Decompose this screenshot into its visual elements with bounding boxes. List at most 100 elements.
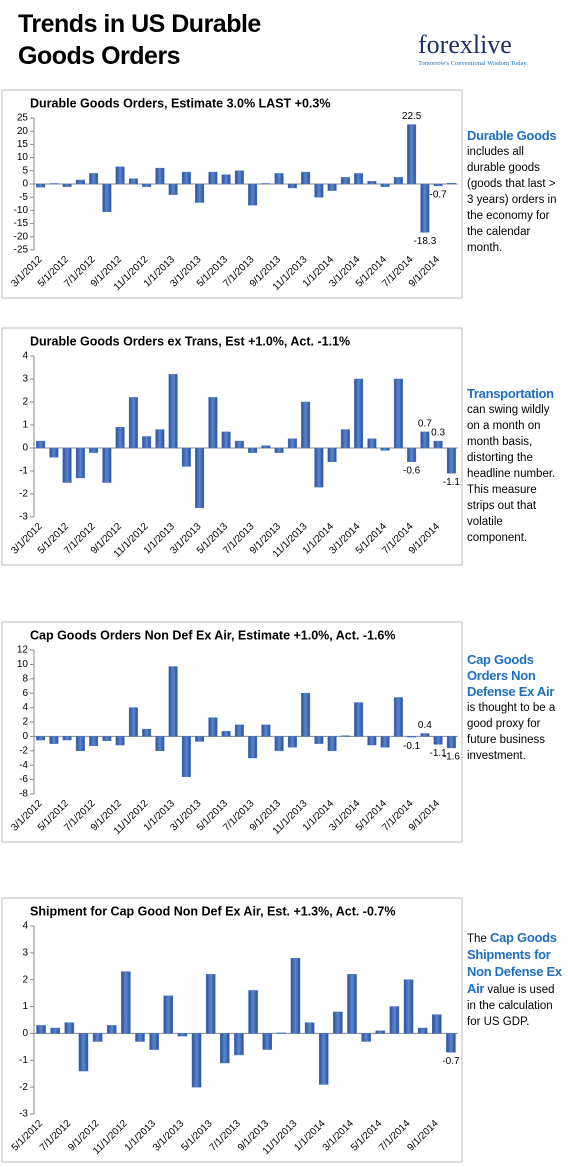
bar [234,170,244,185]
bar [287,438,297,449]
bar [64,1022,75,1034]
bar [115,736,125,746]
note-body: is thought to be a good proxy for future… [467,702,556,762]
bar [261,724,271,737]
y-tick-label: -20 [14,231,29,242]
value-label: 22.5 [402,111,422,122]
bar [168,666,178,737]
y-tick-label: -15 [14,218,29,229]
y-tick-label: 2 [22,974,28,985]
y-tick-label: -2 [19,1082,28,1093]
y-tick-label: -1 [19,466,28,477]
bar [89,173,99,185]
bar [191,1033,202,1088]
y-tick-label: 10 [17,659,29,670]
bar [78,1033,89,1072]
bar [287,183,297,189]
bar [380,447,390,451]
bar [181,447,191,467]
bar [407,124,417,185]
bar [208,397,218,449]
bar [75,736,85,752]
chart-title: Durable Goods Orders, Estimate 3.0% LAST… [30,96,330,110]
value-label: -1.1 [430,748,448,759]
bar [327,447,337,463]
bar [314,736,324,744]
bar [380,183,390,187]
bar [177,1033,188,1037]
y-tick-label: 1 [22,1001,28,1012]
y-tick-label: 0 [22,179,28,190]
y-tick-label: -1 [19,1055,28,1066]
y-tick-label: -4 [19,760,28,771]
bar [163,995,174,1034]
bar [393,177,403,185]
bar [89,447,99,453]
bar [287,736,297,748]
bar [208,171,218,185]
bar [380,736,390,748]
y-tick-label: -8 [19,789,28,800]
value-label: 0.3 [431,428,445,439]
y-tick-label: -2 [19,745,28,756]
bar [327,736,337,752]
y-tick-label: 0 [22,731,28,742]
y-tick-label: 2 [22,717,28,728]
bar [327,183,337,191]
bar [221,431,231,449]
y-tick-label: 20 [17,126,29,137]
bar [433,183,443,187]
bar [128,397,138,449]
bar [49,183,59,185]
bar [208,717,218,737]
bar [220,1033,230,1064]
note: Cap Goods Orders Non Defense Ex Air is th… [467,652,563,764]
bar [49,736,59,744]
bar [446,1033,456,1053]
bar [142,728,152,737]
bar [62,183,72,187]
bar [62,447,72,483]
bar [354,173,364,185]
note-body: includes all durable goods (goods that l… [467,146,557,254]
bar [149,1033,159,1050]
y-tick-label: 4 [22,921,28,932]
bar [375,1030,386,1034]
bar [234,440,244,449]
bar [155,736,165,752]
bar [135,1033,145,1042]
bar [301,692,311,737]
y-tick-label: 0 [22,443,28,454]
bar [142,183,152,187]
bar [49,447,59,458]
bar [262,1033,272,1050]
y-tick-label: -3 [19,1109,28,1120]
y-tick-label: -6 [19,774,28,785]
bar [168,183,178,195]
chart-frame [1,621,463,843]
bar [115,166,125,185]
bar [261,445,271,449]
bar [318,1033,329,1085]
bar [155,429,165,449]
y-tick-label: 4 [22,702,28,713]
bar [333,1011,343,1034]
bar [301,401,311,449]
bar [102,736,112,741]
bar [155,167,165,185]
bar [301,171,311,185]
bar [417,1027,428,1034]
bar [389,1006,400,1034]
bar [393,697,403,737]
value-label: -1.6 [443,752,461,763]
bar [274,173,284,185]
note: Durable Goods includes all durable goods … [467,128,563,256]
y-tick-label: 5 [22,165,28,176]
bar [340,735,350,737]
bar [314,183,324,198]
y-tick-label: 0 [22,1028,28,1039]
y-tick-label: -5 [19,192,28,203]
bar [446,447,456,474]
chart-frame [1,897,463,1163]
